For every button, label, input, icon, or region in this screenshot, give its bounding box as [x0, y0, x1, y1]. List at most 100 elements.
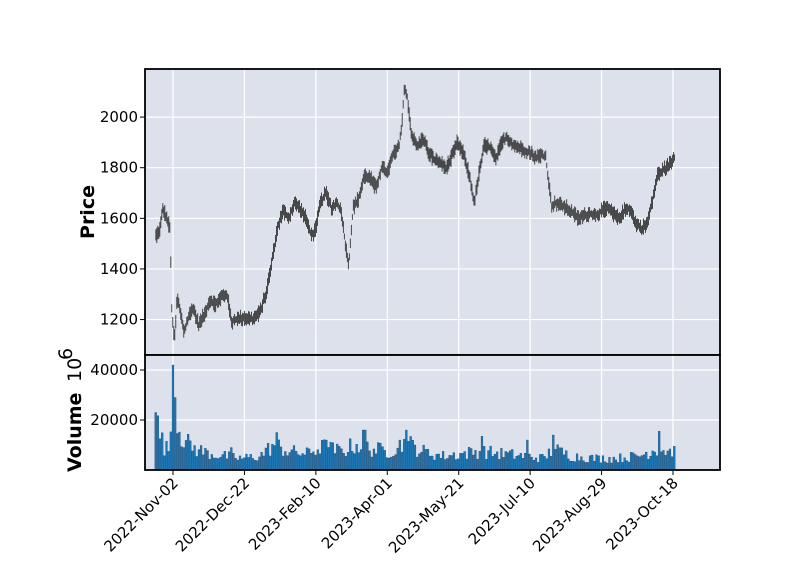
volume-bar	[197, 449, 201, 471]
volume-bar	[649, 456, 652, 471]
volume-bar	[666, 450, 669, 471]
x-tick-label: 2023-Jul-10	[465, 474, 539, 548]
volume-bar	[290, 449, 293, 471]
volume-bar	[612, 456, 615, 471]
volume-bars	[154, 364, 676, 471]
volume-bar	[515, 456, 518, 471]
volume-bar	[409, 436, 412, 471]
volume-bar	[545, 458, 548, 471]
volume-bar	[299, 455, 302, 471]
volume-bar	[381, 446, 384, 471]
volume-bar	[569, 460, 572, 471]
volume-bar	[195, 456, 198, 471]
volume-bar	[442, 451, 445, 471]
volume-bar	[346, 452, 350, 471]
volume-bar	[547, 448, 551, 471]
volume-bar	[269, 455, 272, 471]
volume-bar	[582, 460, 585, 471]
volume-bar	[223, 451, 226, 471]
volume-bar	[225, 458, 229, 471]
volume-bar	[154, 412, 157, 471]
volume-bar	[187, 433, 190, 471]
volume-bar	[575, 453, 579, 471]
volume-bar	[288, 452, 291, 471]
volume-bar	[452, 452, 455, 471]
volume-bar	[485, 459, 488, 471]
volume-bar	[264, 447, 267, 471]
volume-bar	[333, 453, 337, 471]
volume-tick-label: 20000	[90, 411, 138, 429]
volume-bar	[305, 447, 309, 471]
volume-bar	[429, 455, 432, 471]
volume-bar	[176, 433, 179, 471]
volume-bar	[621, 462, 624, 471]
volume-bar	[614, 459, 618, 471]
volume-bar	[435, 454, 438, 471]
volume-bar	[260, 451, 263, 471]
volume-bar	[519, 453, 522, 471]
volume-bar	[362, 429, 365, 471]
volume-bar	[664, 455, 667, 471]
volume-bar	[478, 451, 481, 471]
volume-bar	[275, 432, 278, 471]
volume-bar	[178, 431, 181, 471]
volume-bar	[608, 456, 611, 471]
volume-bar	[629, 452, 633, 471]
volume-bar	[191, 450, 194, 471]
volume-bar	[541, 454, 544, 471]
x-tick-label: 2023-Aug-29	[529, 474, 610, 555]
volume-bar	[331, 442, 334, 471]
volume-bar	[295, 451, 298, 471]
volume-bar	[470, 448, 473, 471]
volume-bar	[530, 456, 533, 471]
volume-bar	[606, 462, 609, 471]
volume-bar	[167, 451, 170, 471]
volume-bar	[498, 459, 501, 471]
volume-bar	[619, 453, 622, 471]
volume-bar	[184, 440, 188, 471]
volume-bar	[200, 445, 203, 471]
volume-bar	[459, 453, 462, 471]
volume-bar	[232, 453, 235, 471]
volume-bar	[180, 446, 183, 471]
volume-bar	[640, 455, 643, 471]
volume-bar	[465, 458, 468, 471]
volume-bar	[236, 459, 239, 471]
volume-bar	[271, 443, 274, 471]
volume-bar	[506, 452, 509, 471]
volume-bar	[593, 460, 596, 471]
volume-bar	[400, 451, 404, 471]
volume-bar	[496, 451, 499, 471]
volume-bar	[472, 454, 475, 471]
volume-bar	[314, 454, 317, 471]
volume-bar	[234, 458, 237, 471]
volume-bar	[370, 456, 373, 471]
volume-bar	[277, 439, 280, 471]
volume-bar	[550, 456, 553, 471]
volume-tick-label: 40000	[90, 361, 138, 379]
volume-bar	[297, 454, 300, 471]
volume-bar	[416, 456, 419, 471]
volume-bar	[156, 415, 159, 471]
price-tick-label: 1200	[100, 311, 138, 329]
volume-bar	[571, 461, 574, 471]
volume-bar	[653, 451, 656, 471]
volume-bar	[282, 455, 285, 471]
volume-bar	[165, 441, 168, 471]
volume-bar	[163, 455, 166, 471]
volume-bar	[511, 449, 514, 471]
price-tick-label: 2000	[100, 108, 138, 126]
volume-bar	[405, 429, 408, 471]
volume-bar	[532, 460, 535, 471]
volume-bar	[601, 455, 605, 471]
volume-bar	[316, 449, 319, 471]
volume-axis-label-group: Volume 10 6	[55, 348, 86, 472]
volume-bar	[251, 458, 255, 471]
volume-bar	[528, 453, 531, 471]
volume-bar	[467, 447, 471, 471]
volume-bar	[241, 458, 244, 471]
volume-bar	[634, 454, 637, 471]
volume-bar	[474, 450, 477, 471]
volume-bar	[413, 444, 417, 471]
